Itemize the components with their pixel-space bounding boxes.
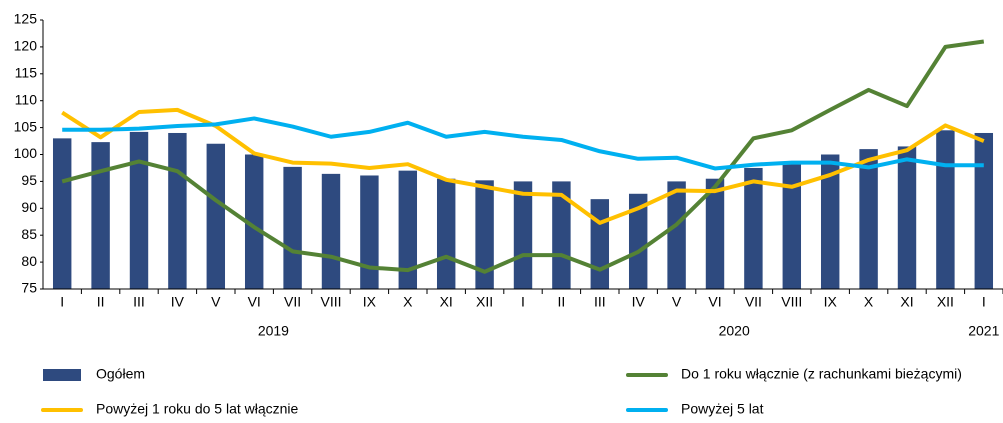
bar (667, 181, 686, 289)
x-tick-label: XI (900, 294, 913, 310)
bar (936, 130, 955, 289)
x-tick-label: VI (708, 294, 721, 310)
y-tick-label: 85 (21, 226, 37, 242)
x-tick-label: III (133, 294, 145, 310)
bar (52, 138, 72, 289)
x-tick-label: IV (171, 294, 185, 310)
bar (820, 154, 840, 289)
x-tick-label: VII (745, 294, 762, 310)
y-tick-label: 105 (14, 118, 38, 134)
x-tick-label: IV (632, 294, 646, 310)
bar (398, 170, 418, 289)
x-tick-label: VII (284, 294, 301, 310)
bar (859, 149, 878, 289)
y-tick-label: 80 (21, 253, 37, 269)
y-tick-label: 100 (14, 145, 38, 161)
bar (283, 166, 302, 289)
x-tick-label: II (97, 294, 105, 310)
x-tick-label: IX (363, 294, 377, 310)
legend-label: Powyżej 5 lat (681, 401, 764, 417)
bar (360, 175, 379, 289)
legend-swatch (43, 369, 81, 381)
x-group-label: 2020 (719, 323, 750, 339)
y-tick-label: 120 (14, 38, 38, 54)
legend-label: Do 1 roku włącznie (z rachunkami bieżący… (681, 366, 962, 382)
line-series (61, 39, 985, 274)
bar (244, 154, 264, 289)
x-tick-label: XII (937, 294, 954, 310)
x-tick-label: X (864, 294, 874, 310)
x-tick-label: I (982, 294, 986, 310)
x-tick-label: III (594, 294, 606, 310)
x-group-label: 2019 (258, 323, 289, 339)
bar (129, 131, 149, 289)
bar (91, 142, 110, 289)
bar (513, 181, 533, 289)
bar (475, 180, 494, 289)
bar (974, 132, 994, 289)
bar (590, 199, 610, 289)
y-tick-label: 95 (21, 172, 37, 188)
x-tick-label: II (558, 294, 566, 310)
legend-label: Powyżej 1 roku do 5 lat włącznie (96, 401, 299, 417)
y-tick-label: 115 (15, 65, 38, 81)
bar (782, 162, 802, 289)
y-tick-label: 90 (21, 199, 37, 215)
bar (705, 178, 725, 289)
x-tick-label: X (403, 294, 413, 310)
x-tick-label: VI (248, 294, 261, 310)
x-tick-label: VIII (320, 294, 341, 310)
x-tick-label: I (521, 294, 525, 310)
x-tick-label: XI (440, 294, 453, 310)
bar (897, 146, 917, 289)
x-group-label: 2021 (968, 323, 999, 339)
y-tick-label: 110 (15, 91, 38, 107)
x-tick-label: VIII (781, 294, 802, 310)
x-tick-label: V (672, 294, 682, 310)
x-tick-label: IX (824, 294, 838, 310)
bar (552, 181, 571, 289)
legend-label: Ogółem (96, 366, 145, 382)
y-tick-label: 75 (21, 280, 37, 296)
x-tick-label: I (60, 294, 64, 310)
bar (436, 178, 456, 289)
line-series (62, 116, 984, 171)
x-tick-label: V (211, 294, 221, 310)
bar (206, 143, 226, 289)
bar (628, 193, 648, 289)
x-tick-label: XII (476, 294, 493, 310)
bar (744, 167, 763, 289)
y-tick-label: 125 (14, 11, 38, 27)
bar (321, 173, 341, 289)
bar (168, 132, 187, 289)
